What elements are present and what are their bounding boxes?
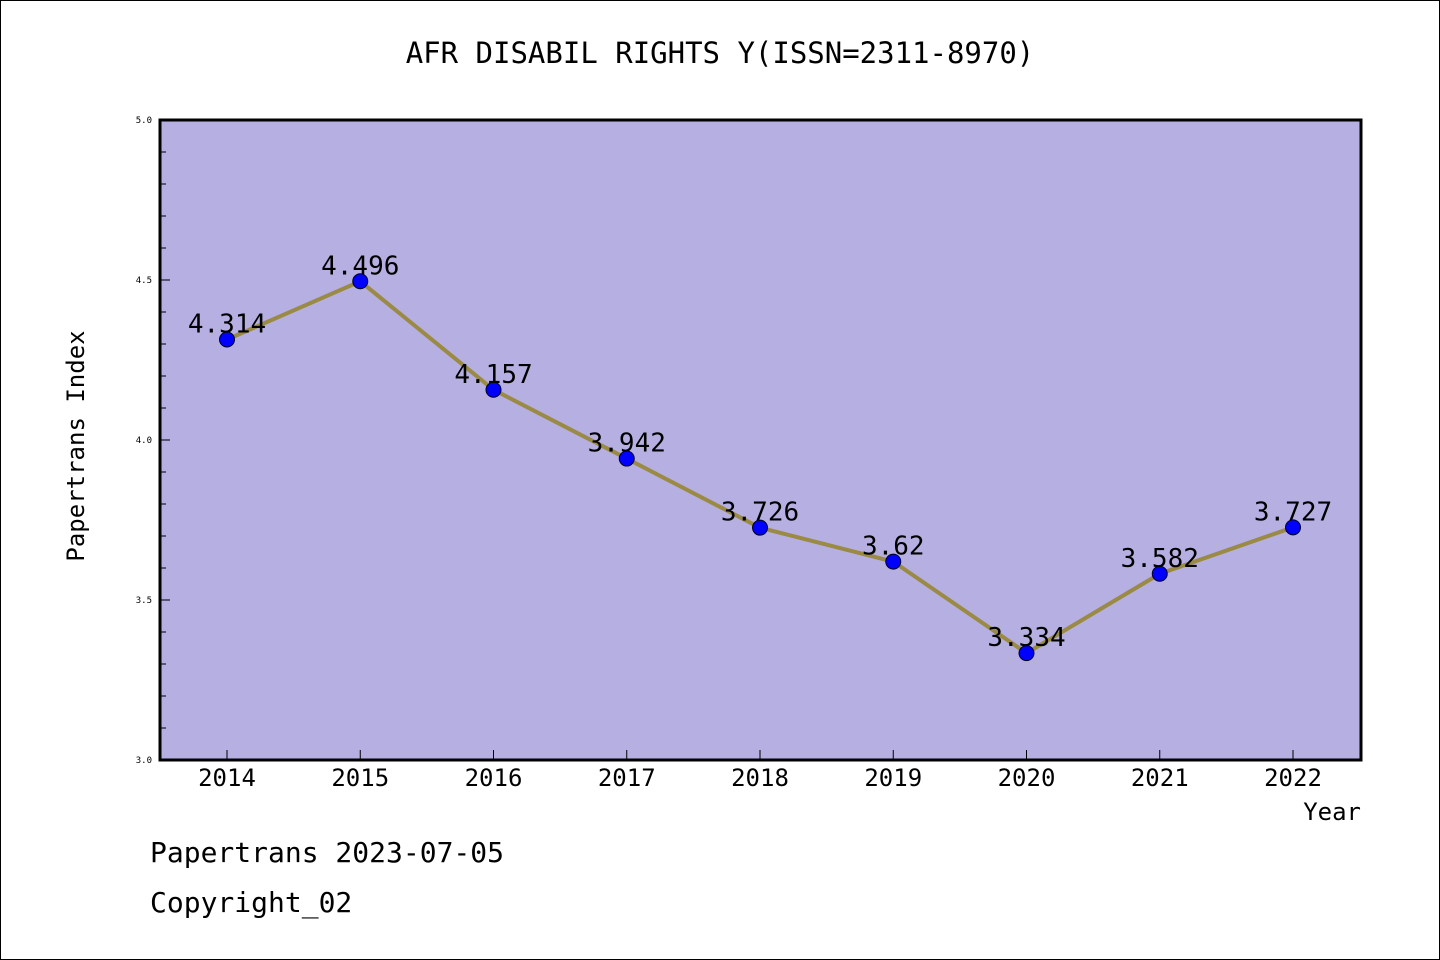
x-tick-label: 2018 [731, 764, 789, 792]
y-tick-label: 3.0 [136, 756, 152, 766]
y-axis-label: Papertrans Index [62, 330, 90, 561]
x-tick-label: 2021 [1131, 764, 1189, 792]
footer-copyright: Copyright_02 [150, 886, 353, 919]
data-point [352, 273, 369, 290]
y-tick-label: 3.5 [136, 596, 152, 606]
data-point [1018, 645, 1035, 662]
x-tick-label: 2014 [198, 764, 256, 792]
x-tick-label: 2017 [598, 764, 656, 792]
data-label: 3.62 [862, 532, 925, 562]
data-label: 3.727 [1254, 497, 1332, 527]
data-point [618, 450, 635, 467]
data-label: 4.157 [454, 360, 532, 390]
data-point [1285, 519, 1301, 536]
x-tick-label: 2022 [1264, 764, 1322, 792]
data-label: 4.314 [188, 310, 266, 340]
x-tick-label: 2020 [998, 764, 1056, 792]
data-label: 3.726 [721, 498, 799, 528]
data-point [1151, 565, 1168, 582]
chart-title: AFR DISABIL RIGHTS Y(ISSN=2311-8970) [405, 36, 1035, 70]
y-tick-label: 4.0 [136, 436, 152, 446]
x-tick-label: 2015 [331, 764, 389, 792]
plot-border [158, 118, 1363, 762]
x-tick-label: 2019 [864, 764, 922, 792]
data-point [885, 553, 902, 570]
data-label: 3.582 [1121, 544, 1199, 574]
data-point [752, 519, 768, 536]
x-tick-label: 2016 [465, 764, 523, 792]
data-point [219, 331, 235, 348]
data-point [485, 381, 502, 398]
data-label: 3.942 [588, 429, 666, 459]
plot-area [160, 120, 1361, 760]
data-label: 4.496 [321, 251, 399, 281]
x-axis-label: Year [1303, 798, 1361, 826]
y-tick-label: 4.5 [136, 276, 152, 286]
data-label: 3.334 [987, 623, 1065, 653]
footer-source: Papertrans 2023-07-05 [150, 836, 505, 869]
y-tick-label: 5.0 [136, 116, 152, 126]
